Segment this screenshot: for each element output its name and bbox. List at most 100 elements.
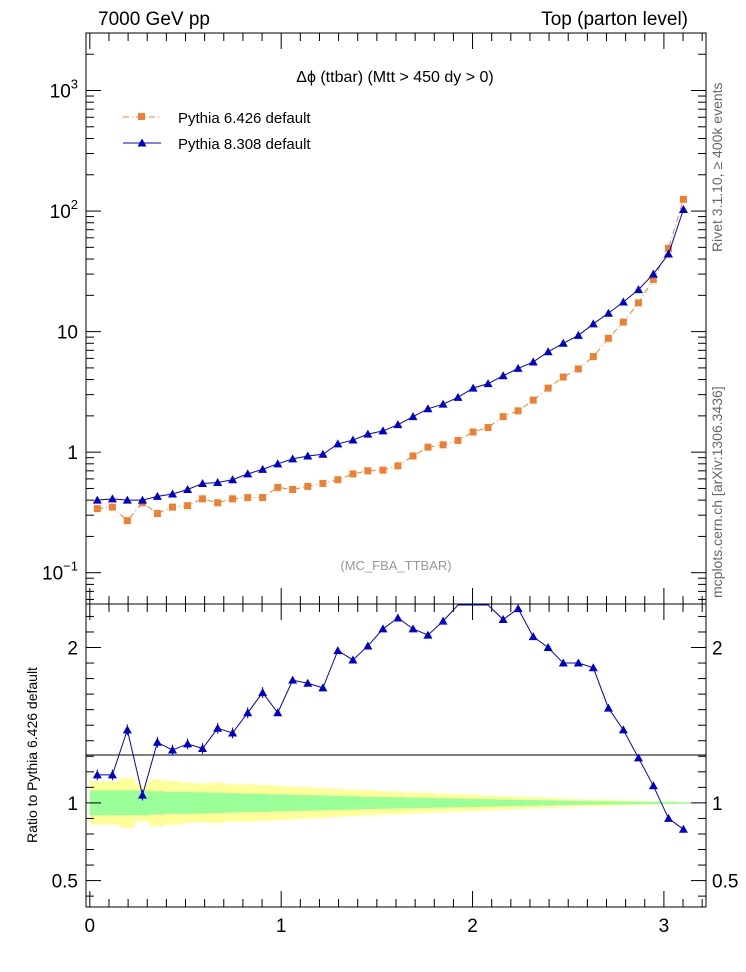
series-line-pythia8 [97,209,684,501]
ratio-data-point [678,824,688,833]
main-y-tick-label: 1 [67,443,78,464]
data-point-pythia8 [633,285,643,294]
ratio-data-point [122,725,132,734]
legend-marker-pythia8 [137,138,147,147]
data-point-pythia6 [499,413,507,421]
ratio-data-point [498,615,508,624]
data-point-pythia8 [273,459,283,468]
data-point-pythia8 [378,426,388,435]
band-inner [164,792,181,814]
data-point-pythia6 [634,299,642,307]
data-point-pythia6 [484,424,492,432]
data-point-pythia6 [364,467,372,475]
ratio-data-point [648,781,658,790]
ratio-series [92,604,688,833]
data-point-pythia8 [498,371,508,380]
band-inner [149,791,165,815]
legend-marker-pythia6 [138,113,145,120]
ratio-data-point [663,813,673,822]
band-inner [495,799,511,807]
main-y-tick-label-base: 1 [67,443,78,464]
band-inner [285,794,301,811]
data-point-pythia8 [648,269,658,278]
data-point-pythia8 [423,404,433,413]
data-point-pythia6 [574,365,582,373]
data-point-pythia8 [243,469,253,478]
ratio-data-point [333,646,343,655]
band-inner [480,799,496,807]
data-point-pythia8 [543,347,553,356]
main-y-tick-label: 102 [50,197,78,223]
data-point-pythia6 [649,276,657,284]
data-point-pythia8 [213,478,223,487]
data-point-pythia8 [92,495,102,504]
header-right: Top (parton level) [541,9,688,30]
data-point-pythia6 [229,495,237,503]
data-point-pythia6 [424,443,432,451]
band-inner [525,800,541,806]
data-point-pythia8 [663,249,673,258]
rivet-label: Rivet 3.1.10, ≥ 400k events [709,82,725,252]
main-y-tick-label: 103 [50,77,78,103]
data-point-pythia8 [573,330,583,339]
ratio-y-tick-label-right: 2 [712,639,723,660]
ratio-y-tick-label-right: 1 [712,794,723,815]
ratio-data-point [152,737,162,746]
ratio-data-point [183,739,193,748]
ratio-data-point [318,683,328,692]
data-point-pythia8 [122,495,132,504]
mcplots-label: mcplots.cern.ch [arXiv:1306.3436] [709,386,725,598]
ratio-bands [89,778,691,828]
x-tick-label: 2 [467,916,478,937]
ratio-data-point [558,658,568,667]
x-tick-label: 3 [659,916,670,937]
band-inner [405,797,421,809]
data-point-pythia8 [588,319,598,328]
data-point-pythia8 [152,491,162,500]
data-point-pythia6 [259,494,267,502]
data-point-pythia6 [394,462,402,470]
ratio-x-tick-labels: 0 1 2 3 [85,916,670,937]
band-inner [570,801,586,805]
data-point-pythia6 [454,436,462,444]
band-inner [375,796,391,809]
watermark: (MC_FBA_TTBAR) [340,558,451,573]
data-point-pythia8 [288,454,298,463]
band-inner [255,793,271,812]
data-point-pythia8 [438,399,448,408]
data-point-pythia8 [348,435,358,444]
data-point-pythia6 [409,452,417,460]
data-point-pythia6 [214,499,222,507]
band-inner [630,801,647,805]
band-inner [510,799,526,806]
main-y-tick-label: 10−1 [42,559,78,585]
legend-label-pythia8: Pythia 8.308 default [178,136,311,153]
band-inner [435,798,451,808]
data-point-pythia6 [589,353,597,361]
data-point-pythia8 [453,392,463,401]
data-point-pythia6 [123,517,131,525]
ratio-panel: 0.5 0.5 1 1 2 2 0 1 2 3 Ratio to Pythia 6.426 de… [24,603,738,937]
main-y-tick-label-base: 10 [57,323,78,344]
data-point-pythia6 [559,373,567,381]
ratio-data-point [107,770,117,779]
ratio-y-tick-label-left: 2 [67,639,78,660]
data-point-pythia6 [304,482,312,490]
band-inner [330,795,346,810]
header-left: 7000 GeV pp [98,9,210,30]
main-y-tick-label-exponent: 2 [71,197,78,212]
data-point-pythia8 [198,478,208,487]
data-point-pythia6 [349,470,357,478]
data-point-pythia6 [274,483,282,491]
data-point-pythia8 [483,379,493,388]
band-inner [225,793,241,813]
ratio-data-point [633,753,643,762]
main-y-tick-label-base: 10 [42,564,63,585]
legend-entry-pythia6: Pythia 6.426 default [123,110,311,127]
band-inner [645,801,661,804]
x-tick-label: 1 [276,916,287,937]
band-inner [240,793,256,813]
data-point-pythia8 [468,383,478,392]
data-point-pythia6 [334,476,342,484]
